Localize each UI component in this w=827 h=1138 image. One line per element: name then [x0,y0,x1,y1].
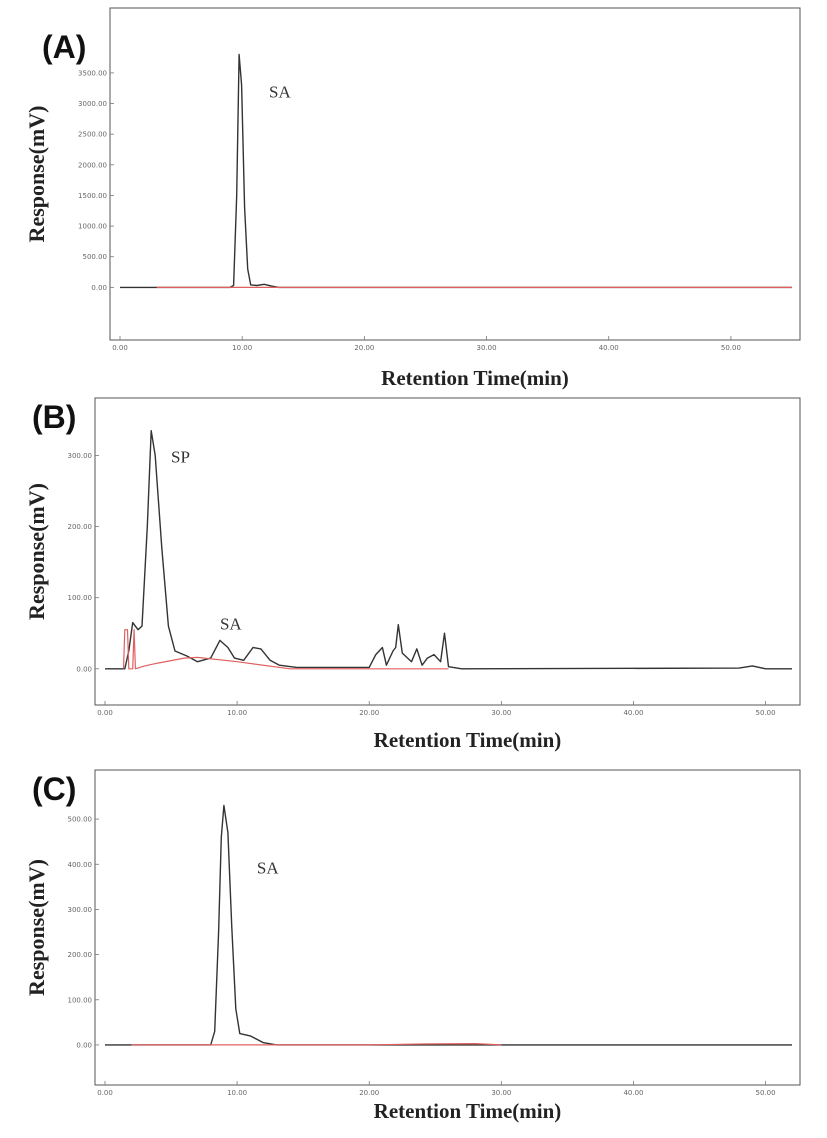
y-tick-label: 300.00 [68,452,93,460]
x-tick-label: 50.00 [756,709,776,717]
panel-b: (B) Response(mV) Retention Time(min) 0.00 10… [24,397,801,752]
x-tick-label: 30.00 [491,1089,511,1097]
y-tick-label: 0.00 [76,665,92,673]
peak-label: SA [269,82,291,101]
x-axis-label: Retention Time(min) [381,366,569,390]
y-axis-label: Response(mV) [24,859,49,996]
y-tick-label: 1000.00 [78,223,107,231]
x-tick-label: 20.00 [359,709,379,717]
x-tick-label: 10.00 [227,709,247,717]
y-tick-label: 400.00 [68,861,93,869]
chromatogram-trace [105,430,792,670]
x-axis-label: Retention Time(min) [374,728,562,752]
y-tick-label: 100.00 [68,594,93,602]
x-tick-label: 20.00 [359,1089,379,1097]
panel-label: (C) [32,771,76,807]
x-tick-label: 0.00 [112,344,128,352]
x-tick-label: 50.00 [721,344,741,352]
peak-label: SA [220,615,242,634]
plot-frame [94,769,801,1086]
peak-label: SA [257,858,279,877]
y-tick-label: 500.00 [83,253,108,261]
x-tick-label: 20.00 [354,344,374,352]
y-tick-label: 3500.00 [78,69,107,77]
y-tick-label: 1500.00 [78,192,107,200]
y-tick-label: 0.00 [76,1041,92,1049]
x-axis-label: Retention Time(min) [374,1099,562,1123]
y-axis-label: Response(mV) [24,106,49,243]
x-tick-label: 30.00 [491,709,511,717]
y-tick-label: 2500.00 [78,131,107,139]
x-tick-label: 40.00 [599,344,619,352]
x-tick-label: 10.00 [227,1089,247,1097]
x-tick-label: 50.00 [756,1089,776,1097]
panel-c: (C) Response(mV) Retention Time(min) 0.00 10… [24,769,801,1123]
y-tick-label: 500.00 [68,816,93,824]
panel-label: (B) [32,399,76,435]
x-tick-label: 30.00 [477,344,497,352]
y-tick-label: 3000.00 [78,100,107,108]
peak-label: SP [171,448,190,467]
baseline-trace [131,1043,502,1046]
x-tick-label: 0.00 [97,709,113,717]
y-tick-label: 300.00 [68,906,93,914]
y-tick-label: 200.00 [68,951,93,959]
x-tick-label: 40.00 [623,709,643,717]
y-tick-label: 200.00 [68,523,93,531]
y-axis-label: Response(mV) [24,483,49,620]
plot-frame [94,397,801,706]
plot-frame [109,7,801,341]
panel-label: (A) [42,29,86,65]
panel-a: (A) Response(mV) Retention Time(min) 0.00 50… [24,7,801,390]
y-tick-label: 2000.00 [78,161,107,169]
y-tick-label: 100.00 [68,996,93,1004]
x-tick-label: 40.00 [623,1089,643,1097]
chromatogram-trace [105,804,792,1046]
x-tick-label: 0.00 [97,1089,113,1097]
y-tick-label: 0.00 [91,284,107,292]
chromatogram-trace [120,53,792,289]
baseline-trace [122,629,449,670]
x-tick-label: 10.00 [232,344,252,352]
